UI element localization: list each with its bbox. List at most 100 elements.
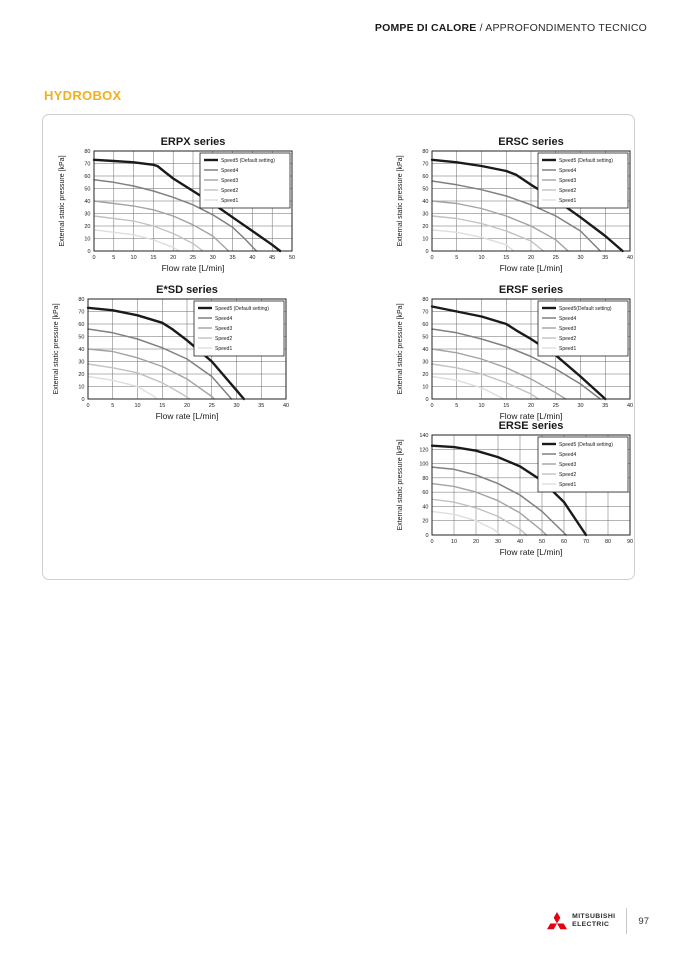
svg-text:60: 60	[84, 174, 90, 180]
series-speed1	[87, 375, 159, 400]
svg-text:30: 30	[495, 539, 501, 545]
legend-label: Speed3	[215, 326, 232, 332]
page-number: 97	[638, 915, 649, 927]
svg-text:0: 0	[87, 249, 90, 255]
series-speed4	[93, 179, 258, 252]
svg-text:50: 50	[422, 335, 428, 341]
legend-label: Speed1	[559, 482, 576, 488]
legend-label: Speed1	[559, 346, 576, 352]
svg-text:50: 50	[78, 335, 84, 341]
chart-title: ERSC series	[498, 136, 563, 148]
svg-text:5: 5	[112, 255, 115, 261]
svg-text:70: 70	[84, 162, 90, 168]
chart-esd: 0 5 10 15 20 25 30 35 40 0 10 20 30 40 50 60 70 80 Speed5 …	[53, 284, 289, 421]
y-tick-labels: 0 10 20 30 40 50 60 70 80	[422, 149, 428, 255]
series-speed2	[93, 215, 204, 252]
series-group	[430, 444, 588, 537]
svg-text:25: 25	[190, 255, 196, 261]
legend-label: Speed1	[215, 346, 232, 352]
series-speed4	[431, 328, 602, 400]
svg-text:50: 50	[84, 187, 90, 193]
plot-border	[431, 298, 631, 400]
chart-title: ERSE series	[499, 420, 564, 432]
series-speed3	[87, 348, 215, 400]
svg-text:15: 15	[150, 255, 156, 261]
svg-text:40: 40	[84, 199, 90, 205]
x-axis-label: Flow rate [L/min]	[500, 411, 563, 421]
svg-text:20: 20	[422, 519, 428, 525]
svg-text:40: 40	[283, 403, 289, 409]
x-axis-label: Flow rate [L/min]	[500, 547, 563, 557]
x-tick-labels: 0 5 10 15 20 25 30 35 40	[430, 403, 633, 409]
x-tick-labels: 0 5 10 15 20 25 30 35 40 45 50	[92, 255, 295, 261]
legend-label: Speed5 (Default setting)	[215, 306, 269, 312]
legend-label: Speed3	[221, 178, 238, 184]
svg-text:10: 10	[478, 255, 484, 261]
series-speed1	[93, 229, 180, 252]
svg-text:30: 30	[422, 212, 428, 218]
svg-text:60: 60	[422, 174, 428, 180]
svg-text:40: 40	[422, 504, 428, 510]
svg-text:70: 70	[583, 539, 589, 545]
svg-text:35: 35	[602, 255, 608, 261]
header-separator: /	[476, 22, 486, 34]
svg-text:30: 30	[577, 255, 583, 261]
svg-text:80: 80	[422, 297, 428, 303]
series-group	[430, 305, 607, 401]
svg-text:45: 45	[269, 255, 275, 261]
svg-text:0: 0	[430, 255, 433, 261]
y-tick-labels: 0 10 20 30 40 50 60 70 80	[422, 297, 428, 403]
page-footer: MITSUBISHI ELECTRIC 97	[547, 908, 649, 934]
series-speed3	[93, 200, 230, 252]
y-tick-labels: 0 10 20 30 40 50 60 70 80	[84, 149, 90, 255]
svg-text:80: 80	[605, 539, 611, 545]
svg-text:20: 20	[84, 224, 90, 230]
y-tick-labels: 0 10 20 30 40 50 60 70 80	[78, 297, 84, 403]
legend-label: Speed4	[559, 316, 576, 322]
svg-text:5: 5	[455, 403, 458, 409]
legend-label: Speed5 (Default setting)	[559, 442, 613, 448]
chart-legend: Speed5 (Default setting) Speed4 Speed3 Spee…	[537, 436, 629, 493]
series-speed3	[431, 482, 548, 536]
legend-label: Speed5 (Default setting)	[559, 158, 613, 164]
chart-ersc: 0 5 10 15 20 25 30 35 40 0 10 20 30 40 50 60 70 80 Speed5 …	[397, 136, 633, 273]
y-tick-labels: 0 20 40 60 80 100 120 140	[419, 433, 428, 539]
svg-text:60: 60	[422, 490, 428, 496]
x-tick-labels: 0 5 10 15 20 25 30 35 40	[86, 403, 289, 409]
svg-text:10: 10	[422, 385, 428, 391]
svg-text:80: 80	[422, 476, 428, 482]
chart-ersf: 0 5 10 15 20 25 30 35 40 0 10 20 30 40 50 60 70 80 Speed5(…	[397, 284, 633, 421]
y-axis-label: External static pressure [kPa]	[397, 303, 404, 394]
svg-text:120: 120	[419, 447, 428, 453]
series-speed3	[431, 348, 567, 400]
page-header: POMPE DI CALORE / APPROFONDIMENTO TECNIC…	[375, 22, 647, 34]
svg-text:15: 15	[503, 255, 509, 261]
series-speed2	[431, 498, 528, 536]
footer-divider	[626, 908, 628, 934]
svg-text:15: 15	[159, 403, 165, 409]
svg-text:25: 25	[209, 403, 215, 409]
svg-text:70: 70	[422, 162, 428, 168]
header-subsection-title: APPROFONDIMENTO TECNICO	[485, 22, 647, 34]
legend-label: Speed3	[559, 178, 576, 184]
series-group	[430, 158, 624, 253]
legend-label: Speed2	[215, 336, 232, 342]
svg-text:35: 35	[258, 403, 264, 409]
chart-erse: 0 10 20 30 40 50 60 70 80 90 0 20 40 60 80 100 120 140 Spe…	[397, 420, 633, 557]
plot-border	[87, 298, 287, 400]
svg-text:80: 80	[78, 297, 84, 303]
series-speed1	[431, 375, 505, 400]
series-speed5-default-setting	[86, 306, 246, 401]
svg-text:70: 70	[78, 310, 84, 316]
series-speed2	[431, 215, 545, 252]
svg-text:30: 30	[84, 212, 90, 218]
svg-text:60: 60	[422, 322, 428, 328]
svg-text:10: 10	[478, 403, 484, 409]
chart-title: ERPX series	[161, 136, 226, 148]
logo-diamond-right	[557, 923, 568, 930]
svg-text:60: 60	[78, 322, 84, 328]
svg-text:20: 20	[473, 539, 479, 545]
chart-container-erse: 0 10 20 30 40 50 60 70 80 90 0 20 40 60 80 100 120 140 Spe…	[395, 419, 653, 574]
legend-label: Speed4	[559, 452, 576, 458]
